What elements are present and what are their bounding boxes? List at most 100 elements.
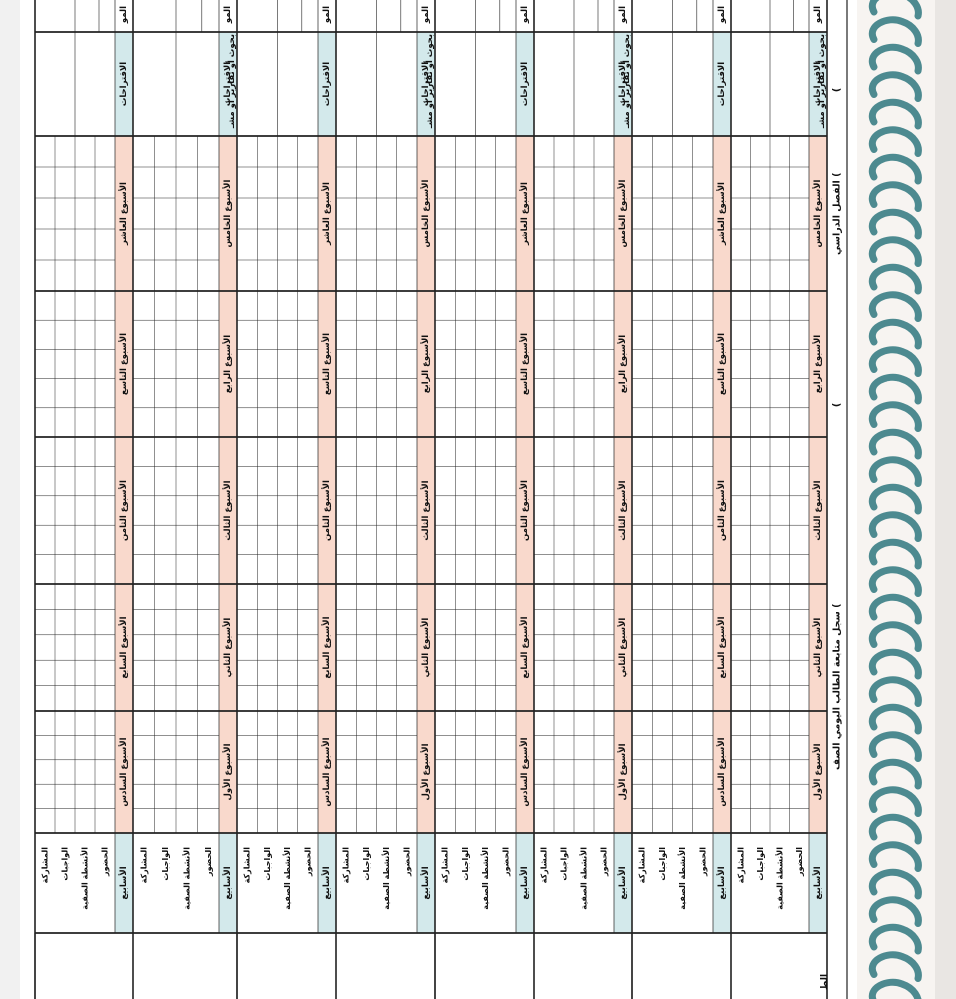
paren-mark: ( (832, 88, 843, 93)
ring (868, 263, 922, 295)
week-header-band (219, 136, 237, 833)
week-label: الأسبوع العاشر (716, 182, 727, 246)
row-label: المشاركة (540, 847, 549, 884)
suggestions-header (516, 32, 534, 136)
ring (868, 181, 922, 212)
suggestions-header (809, 32, 827, 136)
week-label: الأسبوع السابع (519, 616, 530, 678)
suggestions-label: الاقتراحات (322, 62, 332, 106)
row-label: الواجبات (658, 847, 667, 881)
ring (868, 346, 922, 377)
ring (868, 126, 922, 157)
week-label: الأسبوع الرابع (420, 335, 431, 394)
week-label: الأسبوع الخامس (812, 179, 823, 247)
paren-mark: ( (832, 403, 843, 408)
week-label: الأسبوع الرابع (222, 335, 233, 394)
row-label: الحضور (101, 847, 110, 877)
ring (868, 71, 922, 102)
week-label: الأسبوع الثالث (420, 480, 431, 540)
suggestions-label: الاقتراحات (717, 62, 727, 106)
row-label: الواجبات (461, 847, 470, 881)
ring (868, 786, 922, 817)
notes-label: المو (223, 6, 233, 24)
week-label: الأسبوع الثامن (118, 480, 129, 541)
week-label: الأسبوع الخامس (617, 179, 628, 247)
row-label-header (614, 833, 632, 933)
week-header-band (516, 136, 534, 833)
ring (868, 43, 922, 75)
week-label: الأسبوع الثالث (222, 480, 233, 540)
row-label: الأنشطة الصفية (181, 847, 191, 910)
suggestions-header (115, 32, 133, 136)
ring (868, 703, 922, 735)
side-label: الط (820, 974, 830, 990)
suggestions-label: الاقتراحات (520, 62, 530, 106)
student-tracking-grid: الأسبوع السادس الأسبوع السابع الأسبوع الثا… (34, 0, 848, 999)
ring (868, 731, 922, 762)
ring (868, 208, 922, 240)
row-label: الحضور (204, 847, 213, 877)
row-label: الحضور (600, 847, 609, 877)
ring (868, 483, 922, 515)
row-label: الحضور (698, 847, 707, 877)
week-label: الأسبوع الأول (812, 743, 823, 800)
ring (868, 896, 922, 927)
ring (868, 676, 922, 707)
weeks-row-label: الأسابيع (222, 866, 233, 899)
week-label: الأسبوع السابع (118, 616, 129, 678)
week-label: الأسبوع الرابع (617, 335, 628, 394)
week-label: الأسبوع السادس (519, 737, 530, 806)
row-label-header (318, 833, 336, 933)
ring (868, 951, 922, 982)
suggestions-header (318, 32, 336, 136)
ring (868, 318, 922, 350)
week-label: الأسبوع الثاني (617, 618, 628, 678)
ring (868, 621, 922, 652)
week-label: الأسبوع العاشر (519, 182, 530, 246)
week-label: الأسبوع الثاني (812, 618, 823, 678)
week-label: الأسبوع الرابع (812, 335, 823, 394)
row-label: الحضور (402, 847, 411, 877)
row-label-header (809, 833, 827, 933)
week-header-band (318, 136, 336, 833)
week-label: الأسبوع الثالث (812, 480, 823, 540)
suggestions-label: الاقتراحات (119, 62, 129, 106)
week-header-band (809, 136, 827, 833)
weeks-row-label: الأسابيع (812, 866, 823, 899)
weeks-row-label: الأسابيع (617, 866, 628, 899)
week-label: الأسبوع الثامن (519, 480, 530, 541)
row-label: الأنشطة الصفية (480, 847, 490, 910)
row-label: الحضور (501, 847, 510, 877)
row-label-header (115, 833, 133, 933)
row-label: الحضور (795, 847, 804, 877)
ring (868, 923, 922, 955)
weeks-row-label: الأسابيع (420, 866, 431, 899)
row-label: الحضور (303, 847, 312, 877)
week-label: الأسبوع الأول (420, 743, 431, 800)
row-label-header (516, 833, 534, 933)
ring (868, 291, 922, 322)
weeks-row-label: الأسابيع (519, 866, 530, 899)
suggestions-header (713, 32, 731, 136)
ring (868, 98, 922, 130)
ring (868, 538, 922, 570)
week-label: الأسبوع الثالث (617, 480, 628, 540)
research-label: بحوث أو تقارير أو مشـ (225, 34, 237, 129)
row-label-header (219, 833, 237, 933)
research-label: بحوث أو تقارير أو مشـ (815, 34, 827, 129)
week-label: الأسبوع التاسع (118, 333, 129, 395)
ring (868, 401, 922, 432)
ring (868, 868, 922, 900)
week-label: الأسبوع العاشر (321, 182, 332, 246)
suggestions-label: الاقتراحات (223, 62, 233, 106)
week-label: الأسبوع الثامن (716, 480, 727, 541)
ring (868, 153, 922, 185)
row-label: الأنشطة الصفية (80, 847, 90, 910)
week-label: الأسبوع السابع (321, 616, 332, 678)
week-header-band (417, 136, 435, 833)
week-label: الأسبوع التاسع (716, 333, 727, 395)
document-title: سجل متابعة الطالب اليومي الصف ( (832, 604, 843, 771)
week-label: الأسبوع السادس (321, 737, 332, 806)
week-label: الأسبوع الثاني (222, 618, 233, 678)
row-label: الواجبات (756, 847, 765, 881)
